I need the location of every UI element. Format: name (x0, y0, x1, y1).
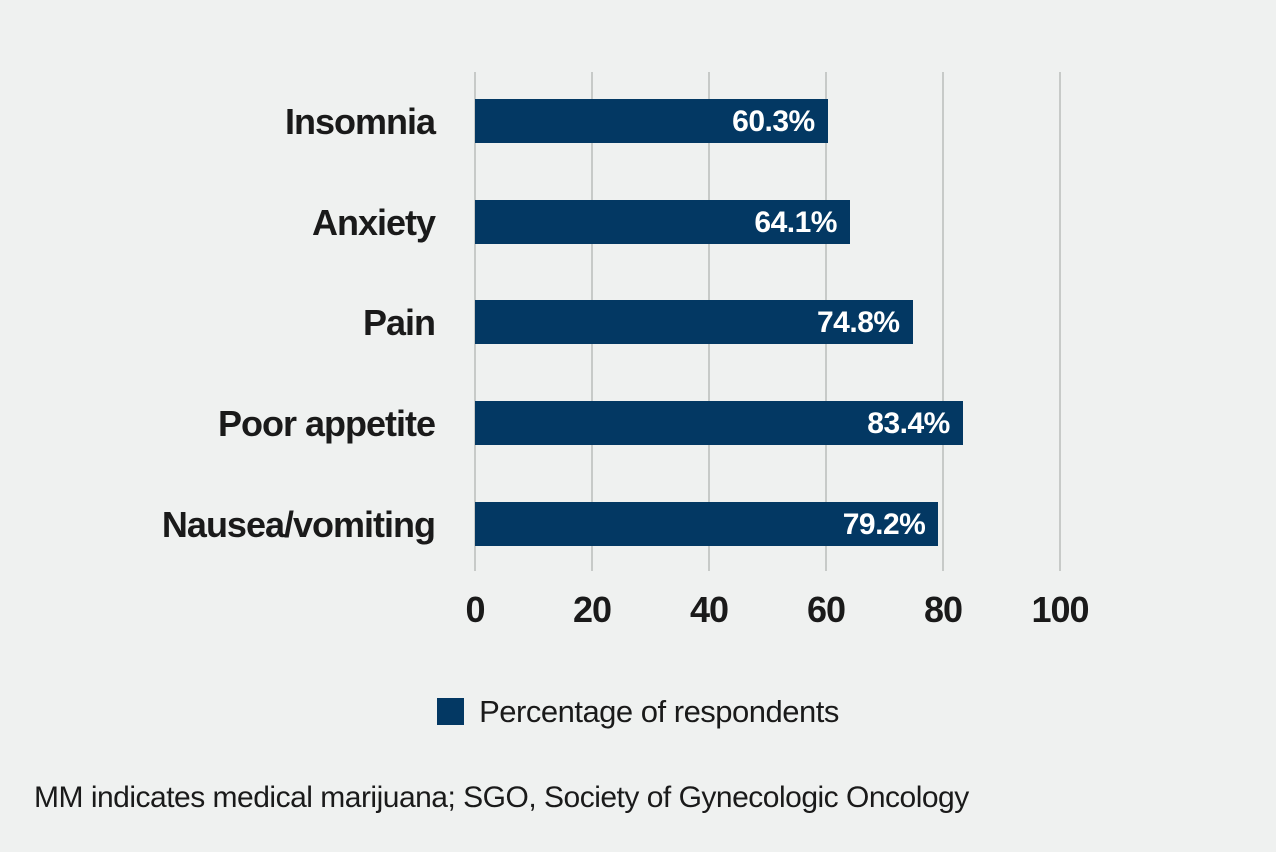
category-label-insomnia: Insomnia (284, 101, 436, 142)
bar-value-label: 83.4% (867, 407, 950, 440)
legend-swatch (437, 698, 465, 725)
x-tick-40: 40 (689, 589, 729, 630)
gridline (1059, 72, 1061, 571)
bar-insomnia: 60.3% (475, 99, 828, 143)
x-tick-20: 20 (572, 589, 612, 630)
bar-value-label: 79.2% (842, 508, 926, 541)
gridline (942, 72, 944, 571)
x-axis: 0 20 40 60 80 100 (465, 588, 1089, 632)
bar-poor-appetite: 83.4% (475, 401, 963, 445)
bar-value-label: 60.3% (732, 105, 815, 138)
legend-label: Percentage of respondents (479, 694, 839, 729)
x-tick-0: 0 (465, 589, 485, 630)
bar-value-label: 64.1% (754, 206, 837, 239)
plot-area: 60.3% 64.1% 74.8% 83.4% 79.2% (474, 72, 1061, 571)
bar-nausea-vomiting: 79.2% (475, 502, 939, 546)
category-label-pain: Pain (362, 302, 436, 343)
category-label-anxiety: Anxiety (311, 202, 436, 243)
x-tick-100: 100 (1031, 589, 1089, 630)
legend: Percentage of respondents (0, 696, 1276, 727)
footnote: MM indicates medical marijuana; SGO, Soc… (34, 781, 969, 814)
category-label-poor-appetite: Poor appetite (217, 403, 436, 444)
bar-value-label: 74.8% (817, 306, 900, 339)
category-label-nausea-vomiting: Nausea/vomiting (161, 504, 436, 545)
bar-anxiety: 64.1% (475, 200, 850, 244)
x-tick-80: 80 (923, 589, 963, 630)
bar-pain: 74.8% (475, 300, 913, 344)
x-tick-60: 60 (806, 589, 846, 630)
